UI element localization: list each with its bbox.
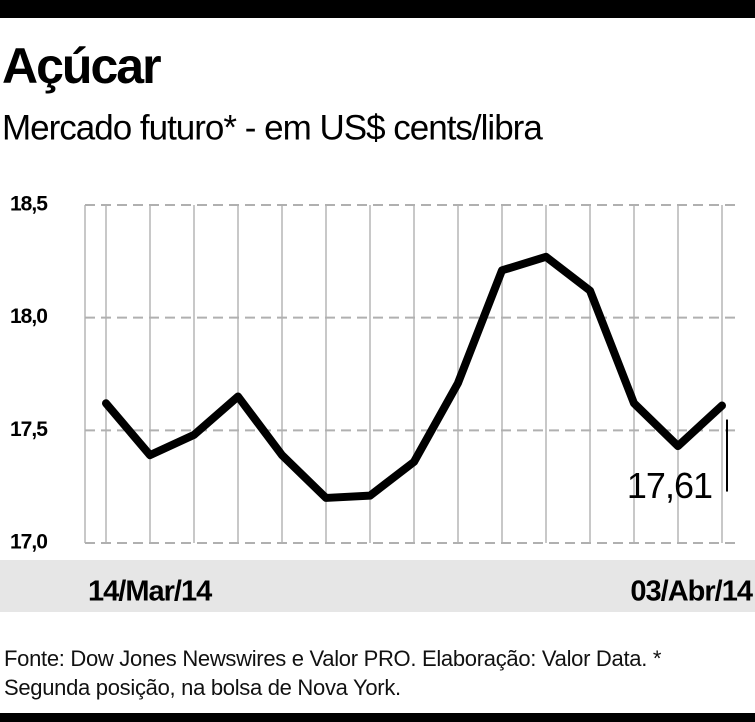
x-tick-label: 03/Abr/14 [630, 576, 752, 608]
chart-title: Açúcar [2, 38, 161, 94]
source-note: Fonte: Dow Jones Newswires e Valor PRO. … [4, 646, 662, 700]
bottom-bar [0, 713, 755, 722]
y-tick-label: 17,5 [10, 418, 48, 441]
data-label: 17,61 [627, 465, 712, 506]
line [102, 252, 726, 502]
top-bar [0, 0, 755, 18]
y-tick-label: 18,0 [10, 305, 47, 328]
x-band [0, 560, 755, 612]
y-tick-label: 18,5 [10, 193, 48, 216]
chart-subtitle: Mercado futuro* - em US$ cents/libra [2, 108, 543, 147]
y-tick-label: 17,0 [10, 531, 47, 554]
x-tick-label: 14/Mar/14 [88, 576, 212, 608]
